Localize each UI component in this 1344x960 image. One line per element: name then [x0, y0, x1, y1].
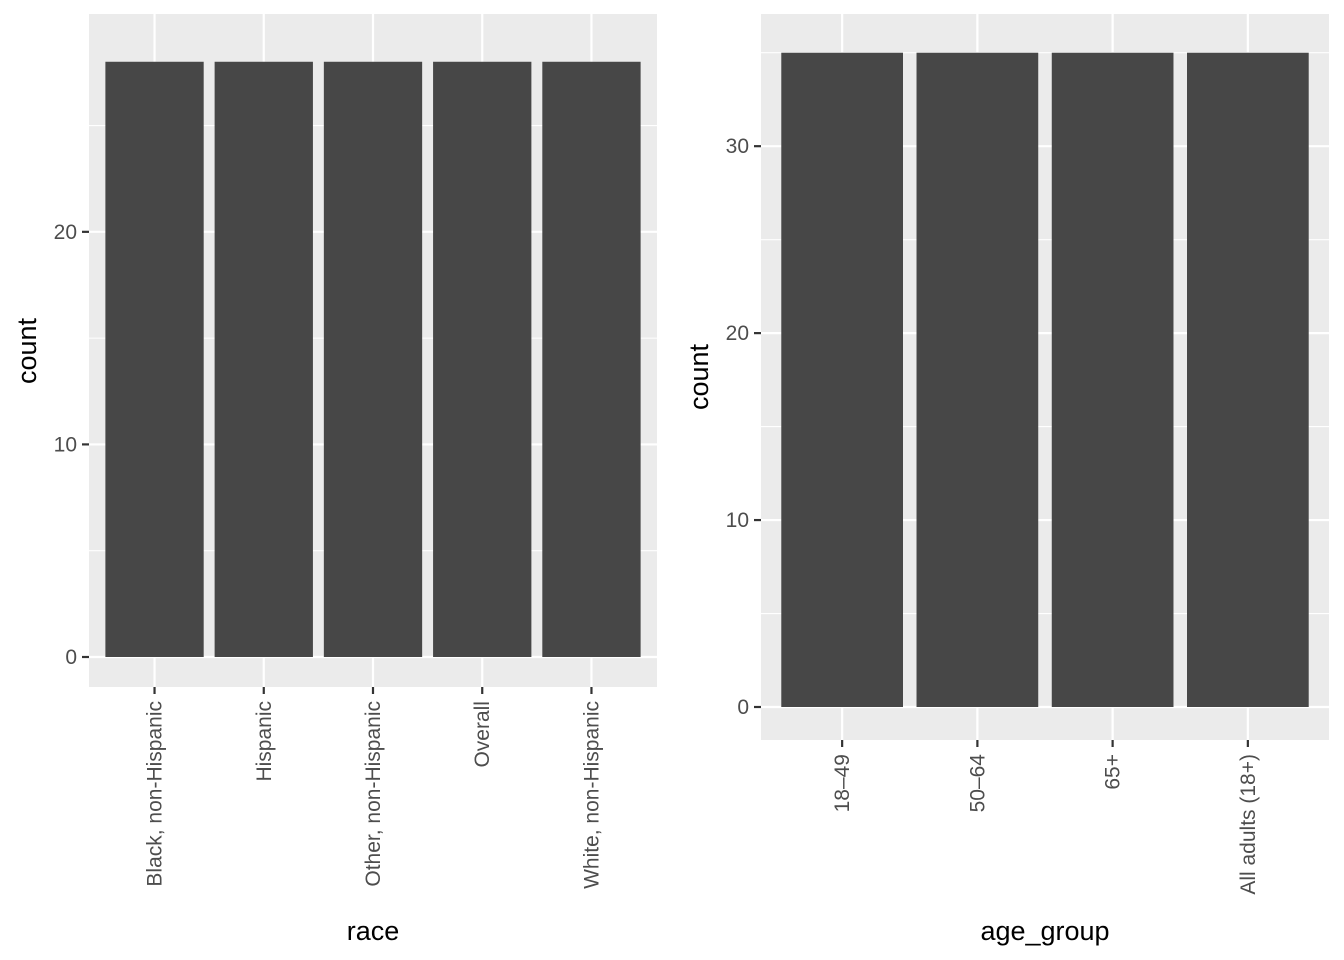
bar-2	[916, 52, 1039, 707]
y-axis-title: count	[684, 343, 714, 410]
x-tick-label: All adults (18+)	[1237, 754, 1260, 895]
bar-4	[1187, 52, 1309, 707]
x-tick-label: Hispanic	[253, 701, 276, 782]
chart-panel-2: 0 10 20 30 18–49 50–64 65+ All adults (18+) age_…	[684, 14, 1329, 946]
x-tick-label: 50–64	[966, 754, 989, 813]
bar-5	[542, 61, 641, 658]
x-tick-label: 18–49	[831, 754, 854, 812]
x-tick-label: Black, non-Hispanic	[144, 701, 167, 887]
x-axis-title: race	[347, 916, 400, 946]
bar-1	[781, 52, 903, 707]
bar-3	[1051, 52, 1174, 707]
y-tick-label: 30	[726, 135, 749, 158]
y-tick-label: 20	[726, 322, 749, 345]
y-axis-title: count	[12, 317, 42, 384]
y-tick-label: 10	[726, 509, 749, 532]
y-tick-label: 0	[65, 646, 77, 669]
x-tick-label: White, non-Hispanic	[580, 701, 603, 889]
chart-panel-1: 0 10 20 Black, non-Hispanic Hispanic Other, n…	[12, 14, 657, 946]
x-tick-label: Overall	[471, 701, 494, 768]
bar-1	[105, 61, 204, 658]
bar-2	[214, 61, 313, 658]
bar-4	[433, 61, 532, 658]
x-tick-label: 65+	[1102, 754, 1125, 790]
x-tick-label: Other, non-Hispanic	[362, 701, 385, 887]
y-tick-label: 20	[54, 221, 77, 244]
y-tick-label: 10	[54, 433, 77, 456]
y-tick-label: 0	[737, 696, 749, 719]
x-axis-title: age_group	[980, 916, 1109, 946]
bar-3	[323, 61, 423, 658]
